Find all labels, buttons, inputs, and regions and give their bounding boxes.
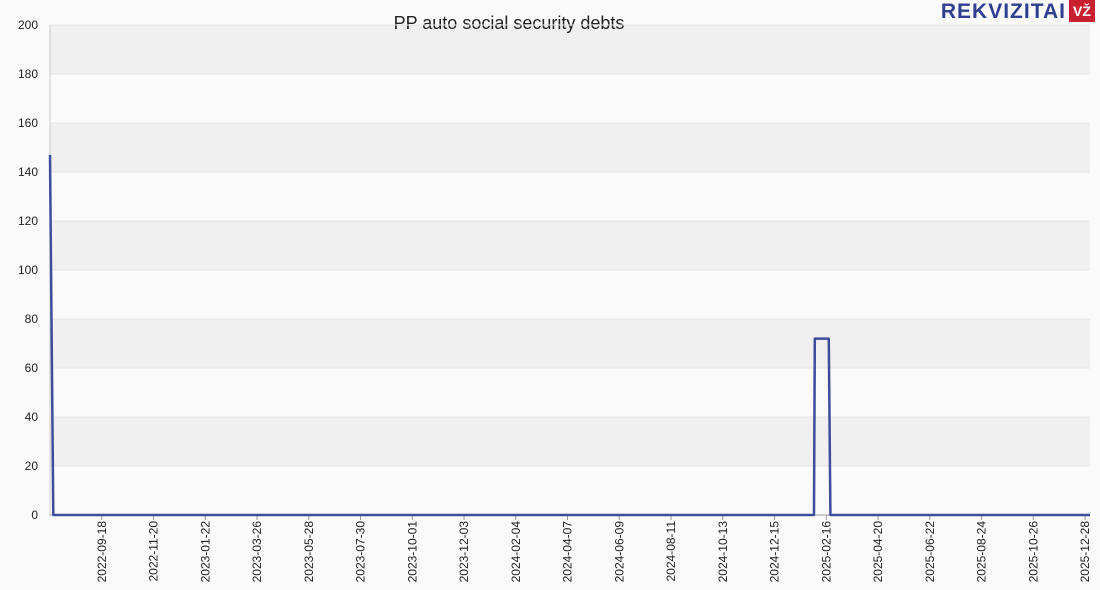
logo-text: REKVIZITAI <box>941 0 1066 23</box>
grid-band <box>50 172 1090 221</box>
x-tick-label: 2023-03-26 <box>250 521 264 583</box>
grid-band <box>50 74 1090 123</box>
x-tick-label: 2025-10-26 <box>1026 521 1040 583</box>
grid-band <box>50 270 1090 319</box>
y-tick-label: 180 <box>18 67 38 81</box>
y-tick-label: 20 <box>25 459 39 473</box>
y-tick-label: 140 <box>18 165 38 179</box>
y-tick-label: 80 <box>25 312 39 326</box>
y-tick-label: 40 <box>25 410 39 424</box>
x-tick-label: 2024-10-13 <box>716 521 730 583</box>
x-tick-label: 2023-05-28 <box>302 521 316 583</box>
y-tick-label: 200 <box>18 18 38 32</box>
x-tick-label: 2023-12-03 <box>457 521 471 583</box>
y-tick-label: 100 <box>18 263 38 277</box>
grid-band <box>50 221 1090 270</box>
grid-band <box>50 417 1090 466</box>
x-tick-label: 2022-09-18 <box>95 521 109 583</box>
x-tick-label: 2025-12-28 <box>1078 521 1092 583</box>
chart-title: PP auto social security debts <box>394 13 625 33</box>
x-tick-label: 2023-07-30 <box>354 521 368 583</box>
x-tick-label: 2024-06-09 <box>612 521 626 583</box>
grid-band <box>50 25 1090 74</box>
data-line <box>48 154 1090 517</box>
grid-band <box>50 466 1090 515</box>
x-tick-label: 2025-04-20 <box>871 521 885 583</box>
x-tick-label: 2024-08-11 <box>664 521 678 582</box>
x-tick-label: 2023-01-22 <box>198 521 212 583</box>
logo-badge-bg <box>1069 0 1095 22</box>
grid-band <box>50 123 1090 172</box>
x-tick-label: 2025-02-16 <box>819 521 833 583</box>
x-tick-label: 2024-02-04 <box>509 521 523 583</box>
y-tick-label: 120 <box>18 214 38 228</box>
x-tick-label: 2025-06-22 <box>923 521 937 583</box>
y-tick-label: 160 <box>18 116 38 130</box>
x-tick-label: 2024-12-15 <box>768 521 782 583</box>
x-tick-label: 2025-08-24 <box>975 521 989 583</box>
grid-band <box>50 368 1090 417</box>
grid-band <box>50 319 1090 368</box>
x-tick-label: 2024-04-07 <box>561 521 575 583</box>
x-tick-label: 2022-11-20 <box>147 521 161 582</box>
y-tick-label: 0 <box>31 508 38 522</box>
logo-badge: VŽ <box>1073 2 1091 19</box>
x-tick-label: 2023-10-01 <box>405 521 419 583</box>
y-tick-label: 60 <box>25 361 39 375</box>
